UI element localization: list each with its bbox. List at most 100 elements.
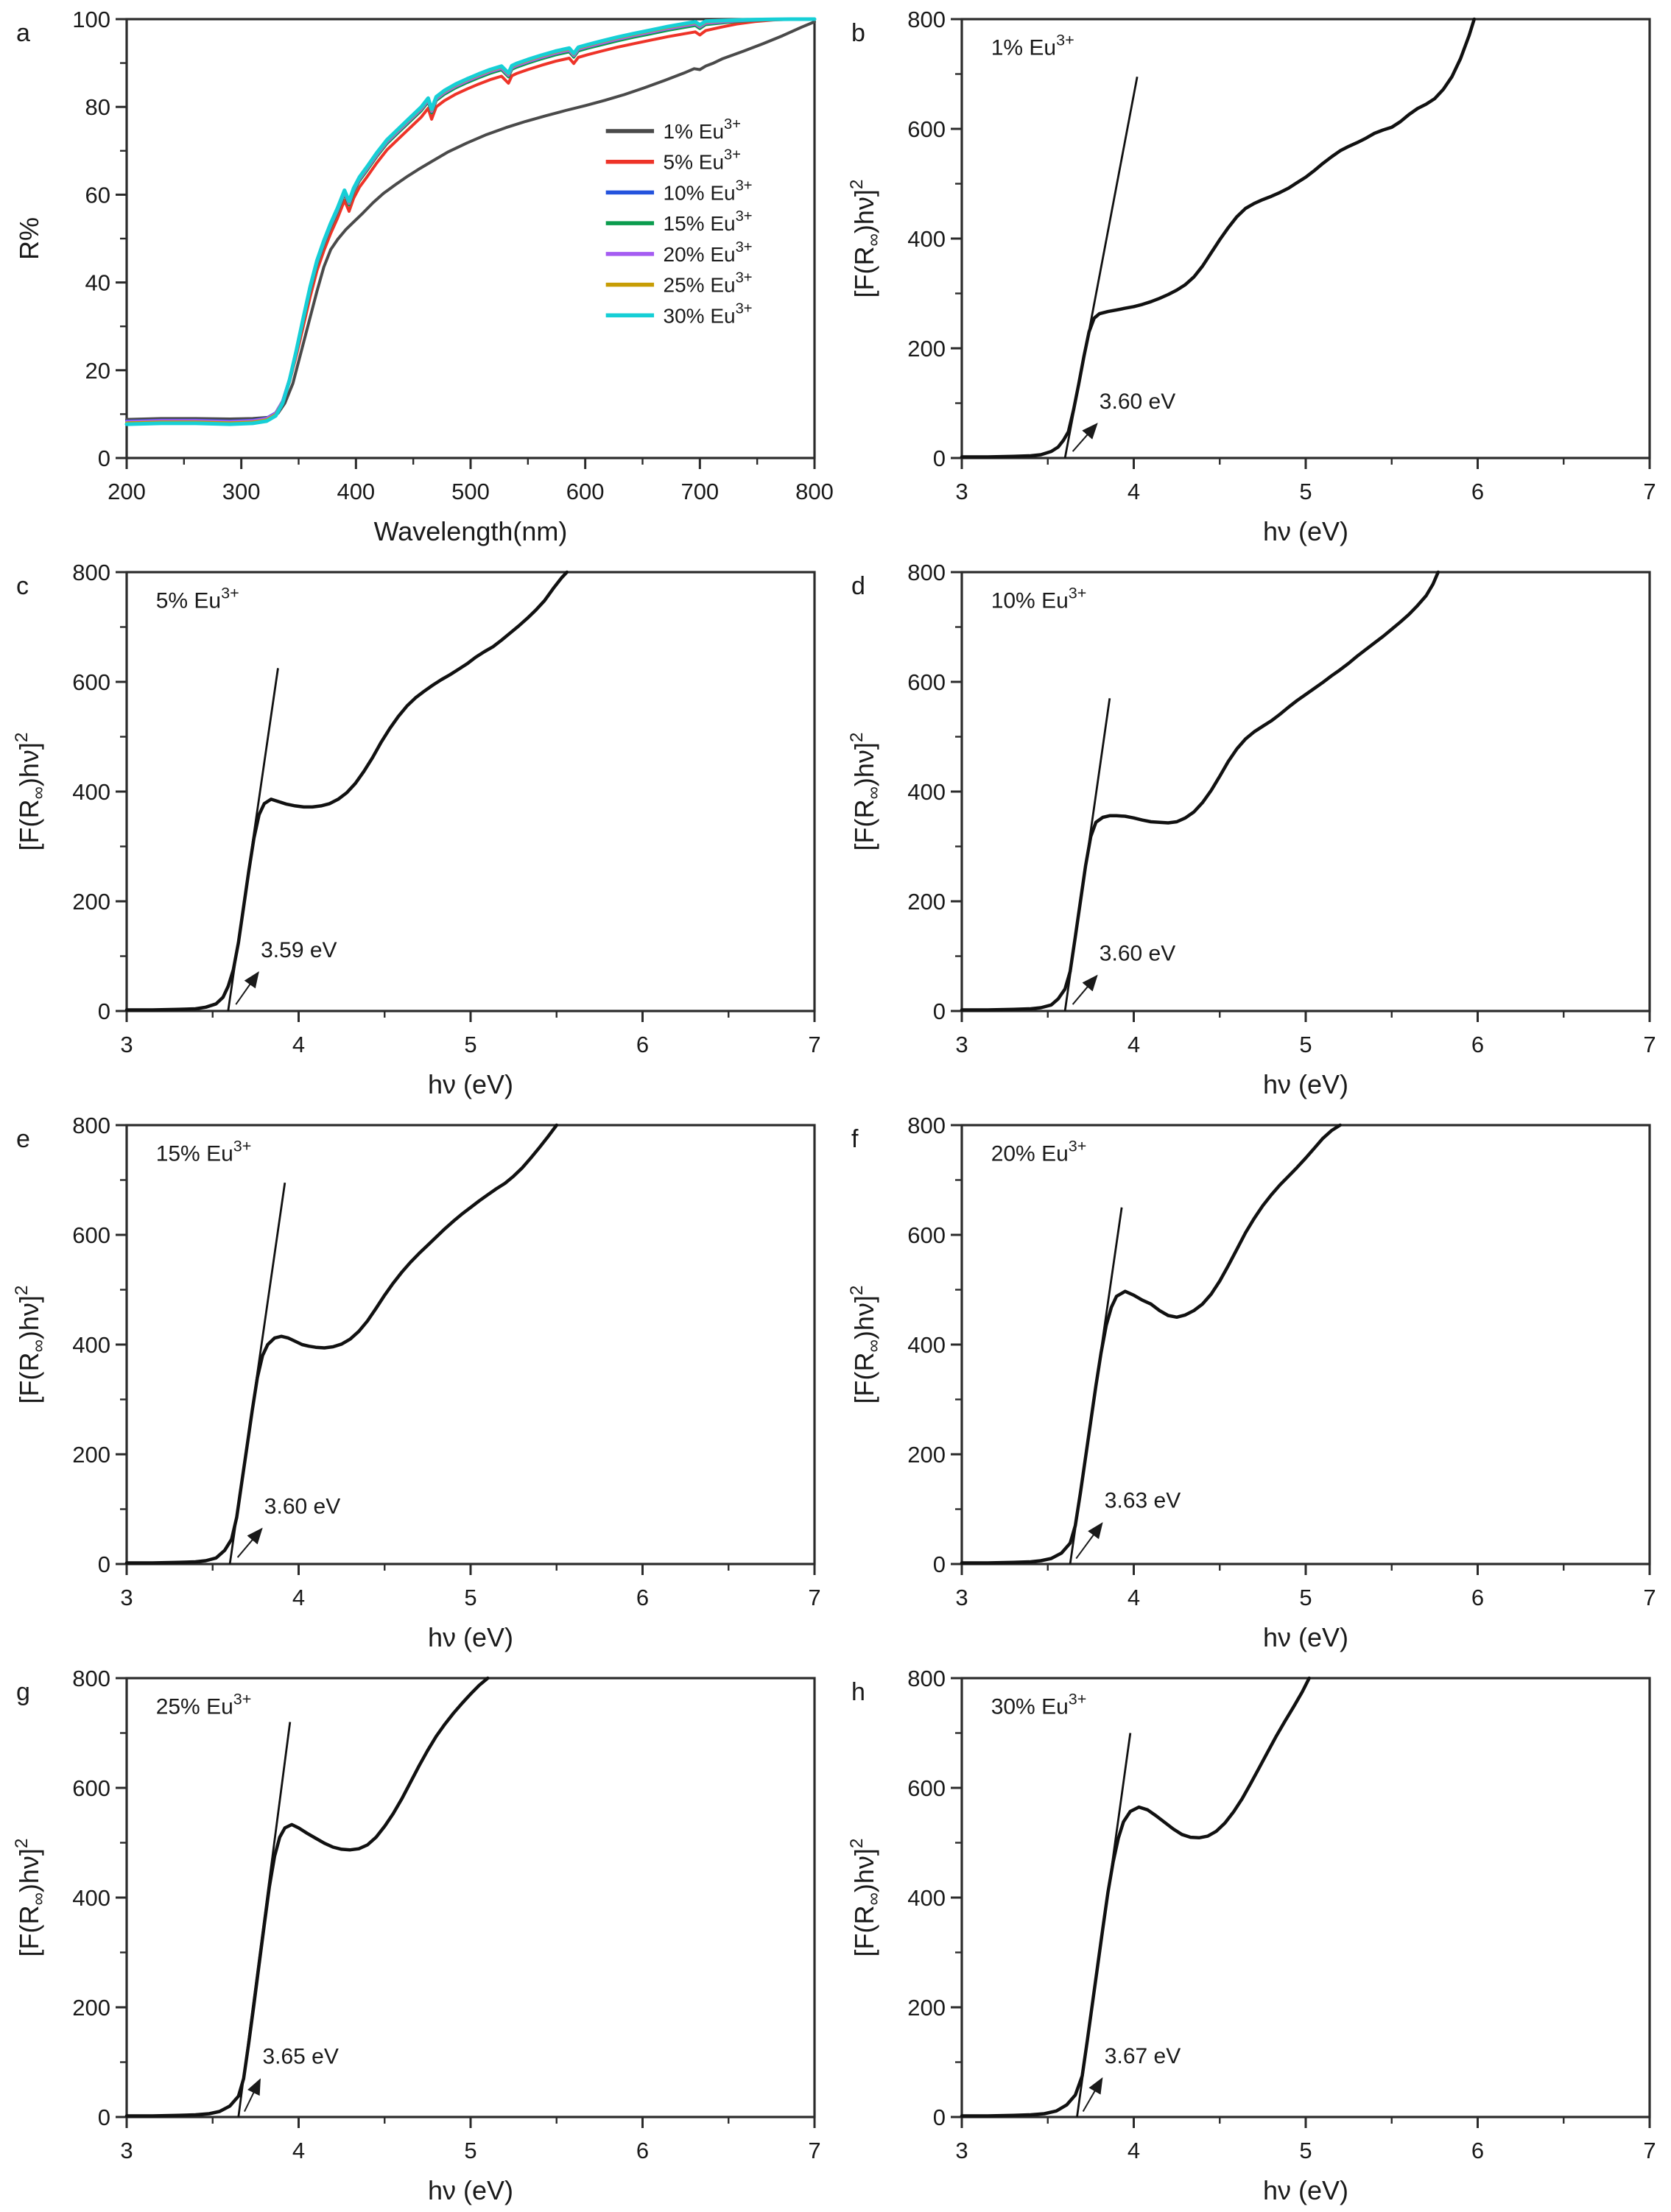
legend-item: 15% Eu3+	[605, 208, 753, 235]
legend-label: 1% Eu3+	[664, 116, 741, 143]
panel-d: d 3 4 5 6 7 0 200 400 600 800 hν (eV) [F(R∞)hν]2 3.60…	[835, 553, 1671, 1106]
axis-box	[125, 18, 816, 459]
legend-label: 30% Eu3+	[664, 300, 753, 327]
y-axis-label: [F(R∞)hν]2	[847, 1285, 884, 1403]
y-axis-tick-label: 600	[72, 669, 110, 695]
x-axis-label: hν (eV)	[428, 1069, 513, 1099]
bandgap-arrow	[1075, 1522, 1103, 1560]
legend-item: 20% Eu3+	[605, 239, 753, 266]
x-axis-tick-label: 6	[636, 2138, 649, 2163]
y-axis-tick-label: 800	[907, 1113, 946, 1138]
x-axis-tick-label: 3	[120, 1032, 133, 1057]
y-axis-tick-label: 600	[907, 1222, 946, 1248]
x-axis-tick-label: 5	[464, 1032, 476, 1057]
x-axis-tick-label: 5	[464, 1585, 476, 1610]
bandgap-arrow	[1072, 423, 1098, 452]
x-axis-tick-label: 5	[1299, 479, 1312, 504]
y-axis-tick-label: 0	[933, 1551, 946, 1577]
bandgap-annotation: 3.63 eV	[1105, 1488, 1181, 1512]
y-axis-tick-label: 600	[907, 116, 946, 142]
panel-letter: c	[16, 572, 29, 600]
tangent-line	[1063, 76, 1139, 459]
x-axis-tick-label: 6	[1471, 1585, 1484, 1610]
y-axis-tick-label: 600	[907, 669, 946, 695]
sample-label: 30% Eu3+	[991, 1689, 1087, 1719]
x-axis-tick-label: 600	[566, 479, 605, 504]
y-axis-tick-label: 80	[85, 94, 110, 120]
series-line-1Eu3	[125, 20, 816, 421]
y-axis-tick-label: 0	[933, 998, 946, 1024]
x-axis-tick-label: 5	[1299, 1032, 1312, 1057]
x-axis-label: Wavelength(nm)	[374, 516, 568, 546]
axis-box	[960, 18, 1651, 459]
x-axis-label: hν (eV)	[1263, 1069, 1348, 1099]
x-axis-tick-label: 5	[464, 2138, 476, 2163]
bandgap-arrow	[235, 971, 259, 1005]
bandgap-arrow	[1082, 2077, 1103, 2113]
panel-f: f 3 4 5 6 7 0 200 400 600 800 hν (eV) [F(R∞)hν]2 3.63…	[835, 1106, 1671, 1659]
y-axis-tick-label: 400	[907, 779, 946, 805]
x-axis-tick-label: 6	[1471, 2138, 1484, 2163]
x-axis-tick-label: 3	[955, 1585, 968, 1610]
axis-box	[960, 1677, 1651, 2118]
legend-label: 25% Eu3+	[664, 270, 753, 297]
y-axis-tick-label: 0	[98, 2104, 110, 2130]
x-axis-tick-label: 4	[1128, 1032, 1140, 1057]
panel-a-reflectance-chart: a 200 300 400 500 600 700 800 0 20 40 60 80 100 Wavele…	[14, 7, 834, 546]
y-axis-tick-label: 400	[907, 226, 946, 252]
y-axis-tick-label: 200	[907, 1442, 946, 1468]
tauc-curve	[960, 570, 1440, 1012]
legend-label: 15% Eu3+	[664, 208, 753, 235]
y-axis-tick-label: 200	[907, 889, 946, 915]
sample-label: 20% Eu3+	[991, 1136, 1087, 1166]
panel-f-tauc-chart: f 3 4 5 6 7 0 200 400 600 800 hν (eV) [F(R∞)hν]2 3.63…	[847, 1113, 1656, 1652]
y-axis-tick-label: 600	[72, 1222, 110, 1248]
bandgap-annotation: 3.65 eV	[262, 2045, 338, 2069]
panel-letter: f	[851, 1125, 859, 1153]
x-axis-tick-label: 3	[955, 479, 968, 504]
bandgap-annotation: 3.67 eV	[1105, 2044, 1181, 2068]
y-axis-tick-label: 60	[85, 182, 110, 208]
axis-box	[960, 571, 1651, 1012]
x-axis-tick-label: 400	[337, 479, 375, 504]
tangent-line	[237, 1722, 292, 2118]
x-axis-tick-label: 4	[1128, 2138, 1140, 2163]
y-axis-tick-label: 800	[907, 7, 946, 32]
legend-item: 25% Eu3+	[605, 270, 753, 297]
panel-letter: g	[16, 1678, 30, 1706]
tauc-curve	[124, 1123, 559, 1565]
bandgap-arrow	[1072, 974, 1098, 1005]
y-axis-tick-label: 800	[907, 560, 946, 585]
x-axis-tick-label: 700	[680, 479, 719, 504]
panel-c: c 3 4 5 6 7 0 200 400 600 800 hν (eV) [F(R∞)hν]2 3.59…	[0, 553, 835, 1106]
y-axis-tick-label: 200	[72, 1442, 110, 1468]
bandgap-annotation: 3.60 eV	[264, 1494, 340, 1518]
y-axis-tick-label: 200	[907, 1995, 946, 2021]
x-axis-tick-label: 5	[1299, 2138, 1312, 2163]
x-axis-label: hν (eV)	[1263, 516, 1348, 546]
panel-letter: e	[16, 1125, 30, 1153]
bandgap-annotation: 3.60 eV	[1100, 390, 1175, 414]
panel-g: g 3 4 5 6 7 0 200 400 600 800 hν (eV) [F(R∞)hν]2 3.65…	[0, 1659, 835, 2212]
panel-a: a 200 300 400 500 600 700 800 0 20 40 60 80 100 Wavele…	[0, 0, 835, 553]
panel-b: b 3 4 5 6 7 0 200 400 600 800 hν (eV) [F(R∞)hν]2 3.60…	[835, 0, 1671, 553]
sample-label: 10% Eu3+	[991, 583, 1087, 613]
x-axis-tick-label: 7	[1643, 479, 1656, 504]
y-axis-tick-label: 800	[72, 1666, 110, 1691]
panel-g-tauc-chart: g 3 4 5 6 7 0 200 400 600 800 hν (eV) [F(R∞)hν]2 3.65…	[12, 1666, 821, 2205]
legend-item: 10% Eu3+	[605, 177, 753, 204]
panel-d-tauc-chart: d 3 4 5 6 7 0 200 400 600 800 hν (eV) [F(R∞)hν]2 3.60…	[847, 560, 1656, 1099]
y-axis-tick-label: 400	[72, 1332, 110, 1358]
y-axis-label: [F(R∞)hν]2	[12, 732, 49, 850]
y-axis-tick-label: 800	[72, 1113, 110, 1138]
x-axis-tick-label: 3	[120, 2138, 133, 2163]
legend-item: 30% Eu3+	[605, 300, 753, 327]
x-axis-tick-label: 500	[451, 479, 490, 504]
panel-letter: b	[851, 19, 865, 47]
y-axis-tick-label: 20	[85, 358, 110, 384]
x-axis-tick-label: 6	[1471, 1032, 1484, 1057]
x-axis-tick-label: 3	[955, 1032, 968, 1057]
x-axis-tick-label: 7	[808, 2138, 820, 2163]
sample-label: 5% Eu3+	[156, 583, 239, 613]
x-axis-tick-label: 4	[292, 1032, 305, 1057]
